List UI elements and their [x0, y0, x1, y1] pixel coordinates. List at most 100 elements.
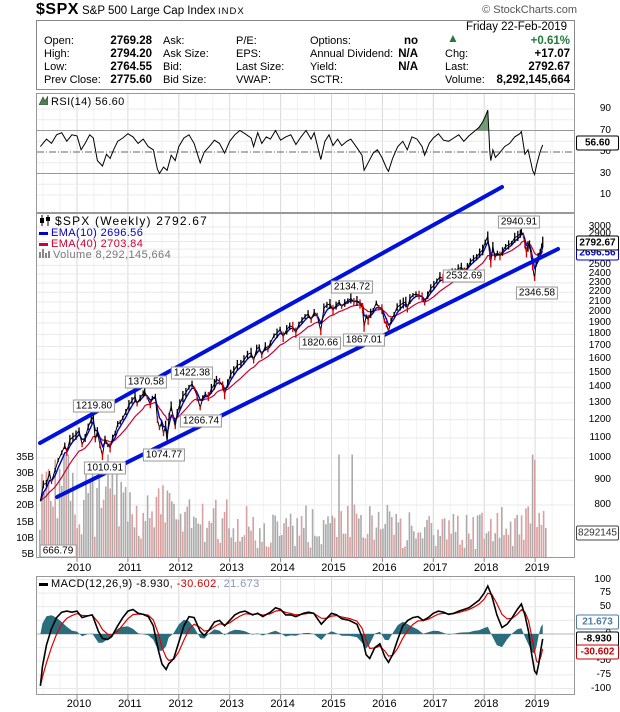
volume-legend: Volume 8,292,145,664: [39, 249, 171, 261]
symbol-title: $SPX: [36, 1, 79, 18]
volume-axis-tick: 35B: [16, 451, 34, 463]
quote-label: Volume:: [445, 74, 485, 86]
price-panel-canvas[interactable]: [36, 213, 575, 558]
price-axis-tick: 2500: [588, 259, 611, 271]
macd-axis-tick: -100: [590, 682, 611, 694]
year-label: 2014: [270, 698, 295, 710]
macd-legend: MACD(12,26,9) -8.930, -30.602, 21.673: [39, 578, 260, 590]
quote-label: Ask:: [163, 35, 185, 47]
annotation-callout: 1820.66: [298, 336, 342, 350]
ema40-line-swatch: [39, 242, 48, 246]
quote-value: 2775.60: [110, 74, 152, 86]
index-name: S&P 500 Large Cap Index: [82, 5, 216, 17]
price-axis-tick: 1300: [588, 396, 611, 408]
annotation-callout: 666.79: [39, 544, 77, 558]
quote-label: Bid:: [163, 61, 182, 73]
volume-axis-tick: 25B: [16, 484, 34, 496]
price-axis-tick: 3000: [588, 221, 611, 232]
macd-axis-tick: 75: [599, 587, 611, 599]
macd-axis-tick: 100: [594, 573, 611, 585]
price-axis-tick: 1800: [588, 328, 611, 340]
quote-value: +17.07: [534, 48, 571, 60]
price-axis-tick: 800: [594, 498, 611, 510]
rsi-axis-tick: 10: [599, 189, 611, 200]
annotation-callout: 1867.01: [342, 333, 386, 347]
quote-label: Last Size:: [236, 61, 285, 73]
quote-label: Prev Close:: [44, 74, 101, 86]
annotation-callout: 1010.91: [83, 461, 127, 475]
quote-label: EPS:: [236, 48, 262, 60]
year-label: 2019: [524, 698, 550, 710]
macd-axis-tick: -75: [596, 668, 611, 680]
up-arrow-icon: ▲: [447, 31, 459, 45]
price-axis-tick: 1700: [588, 340, 611, 352]
year-label: 2018: [473, 562, 499, 574]
volume-value-box: 8292145: [576, 525, 619, 541]
ema10-line-swatch: [39, 231, 48, 235]
quote-value: N/A: [398, 48, 418, 60]
year-label: 2010: [66, 698, 92, 710]
year-label: 2018: [473, 698, 499, 710]
rsi-axis-tick: 50: [599, 146, 611, 157]
volume-axis-tick: 20B: [16, 500, 34, 512]
year-label: 2016: [372, 562, 397, 574]
year-label: 2011: [118, 698, 142, 710]
exchange-label: INDX: [218, 6, 245, 17]
quote-label: Annual Dividend:: [310, 48, 394, 60]
quote-value: no: [403, 35, 418, 47]
macd-line-swatch: [39, 582, 48, 586]
year-label: 2015: [321, 698, 346, 710]
rsi-axis-tick: 70: [599, 124, 611, 136]
year-label: 2012: [168, 698, 194, 710]
price-axis-tick: 1100: [589, 431, 611, 443]
annotation-callout: 1074.77: [142, 448, 186, 462]
quote-label: High:: [44, 48, 70, 60]
year-label: 2012: [168, 562, 194, 574]
rsi-panel-canvas[interactable]: [36, 93, 575, 213]
macd-hist-legend-value: , 21.673: [216, 578, 260, 590]
year-label: 2016: [372, 698, 397, 710]
quote-value: 2792.67: [528, 61, 570, 73]
rsi-value-box: 56.60: [576, 135, 619, 151]
quote-label: Ask Size:: [163, 48, 209, 60]
year-label: 2017: [423, 698, 448, 710]
volume-axis-tick: 5B: [21, 549, 34, 560]
quote-value: N/A: [398, 61, 418, 73]
volume-bars-icon: [39, 249, 50, 261]
quote-label: Last:: [445, 61, 469, 73]
quote-value: 2764.55: [110, 61, 152, 73]
annotation-callout: 2940.91: [497, 215, 541, 229]
price-axis-tick: 1900: [588, 317, 611, 329]
quote-label: VWAP:: [236, 74, 272, 86]
year-label: 2019: [524, 562, 550, 574]
annotation-callout: 1266.74: [179, 414, 223, 428]
macd-panel-canvas[interactable]: [36, 576, 575, 695]
quote-label: Open:: [44, 35, 74, 47]
quote-value: 2794.20: [110, 48, 152, 60]
volume-axis-tick: 15B: [16, 516, 34, 528]
rsi-area-icon: [38, 95, 49, 108]
quote-label: Options:: [310, 35, 351, 47]
quote-summary-box: [36, 20, 575, 90]
price-axis-tick: 2200: [588, 286, 611, 298]
price-axis-tick: 2400: [588, 267, 611, 279]
quote-label: P/E:: [236, 35, 257, 47]
annotation-callout: 2134.72: [330, 280, 374, 294]
quote-date: Friday 22-Feb-2019: [466, 21, 567, 33]
last-price-box: 2792.67: [576, 235, 619, 251]
macd-axis-tick: 50: [599, 600, 611, 612]
price-axis-tick: 1500: [588, 366, 611, 378]
year-label: 2015: [321, 562, 346, 574]
volume-axis-tick: 10B: [16, 532, 34, 544]
macd-signal-legend-value: , -30.602: [169, 578, 217, 590]
price-axis-tick: 1000: [588, 452, 611, 464]
quote-value: +0.61%: [530, 35, 570, 47]
quote-label: Chg:: [445, 48, 469, 60]
quote-label: Low:: [44, 61, 68, 73]
price-axis-tick: 1400: [588, 381, 611, 393]
price-axis-tick: 2300: [588, 276, 611, 288]
year-label: 2014: [270, 562, 295, 574]
price-axis-tick: 2000: [588, 306, 611, 318]
price-axis-tick: 2100: [588, 296, 611, 307]
